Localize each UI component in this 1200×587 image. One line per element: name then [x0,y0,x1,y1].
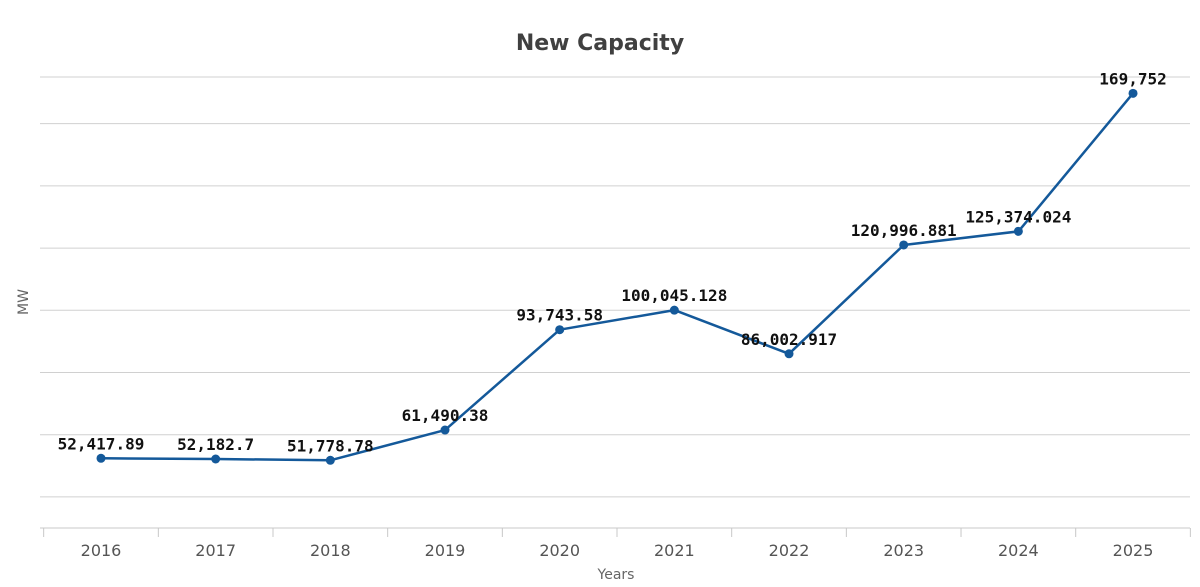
data-point[interactable] [1013,226,1023,236]
chart-title: New Capacity [516,31,684,56]
data-label: 61,490.38 [402,406,489,425]
data-labels: 52,417.89 52,182.7 51,778.78 61,490.38 93,74… [58,69,1167,455]
data-point[interactable] [555,325,565,335]
x-tick-label: 2023 [883,541,924,560]
data-label: 86,002.917 [741,330,837,349]
data-label: 169,752 [1099,69,1166,88]
data-point[interactable] [440,425,450,435]
x-tick-label: 2022 [769,541,810,560]
x-tick-label: 2021 [654,541,695,560]
x-axis: 2016 2017 2018 2019 2020 2021 2022 2023 2024 2025 [40,527,1191,560]
x-axis-title: Years [597,567,635,583]
series-line [100,92,1134,462]
x-tick-label: 2020 [539,541,580,560]
data-label: 93,743.58 [516,306,603,325]
data-label: 125,374.024 [965,207,1071,226]
series-layer [96,88,1138,465]
x-tick-label: 2025 [1113,541,1154,560]
data-point[interactable] [899,240,909,250]
x-tick-label: 2018 [310,541,351,560]
data-label: 52,417.89 [58,434,145,453]
x-tick-label: 2017 [195,541,236,560]
x-tick-label: 2024 [998,541,1039,560]
data-point[interactable] [325,455,335,465]
data-point[interactable] [669,305,679,315]
data-point[interactable] [96,453,106,463]
data-label: 120,996.881 [851,221,957,240]
y-axis-title: MW [16,289,32,315]
x-tick-label: 2016 [81,541,122,560]
data-point[interactable] [1128,88,1138,98]
data-point[interactable] [784,349,794,359]
gridlines [40,76,1190,498]
data-label: 52,182.7 [177,435,254,454]
data-label: 51,778.78 [287,436,374,455]
x-tick-label: 2019 [425,541,466,560]
data-label: 100,045.128 [621,286,727,305]
data-point[interactable] [211,454,221,464]
